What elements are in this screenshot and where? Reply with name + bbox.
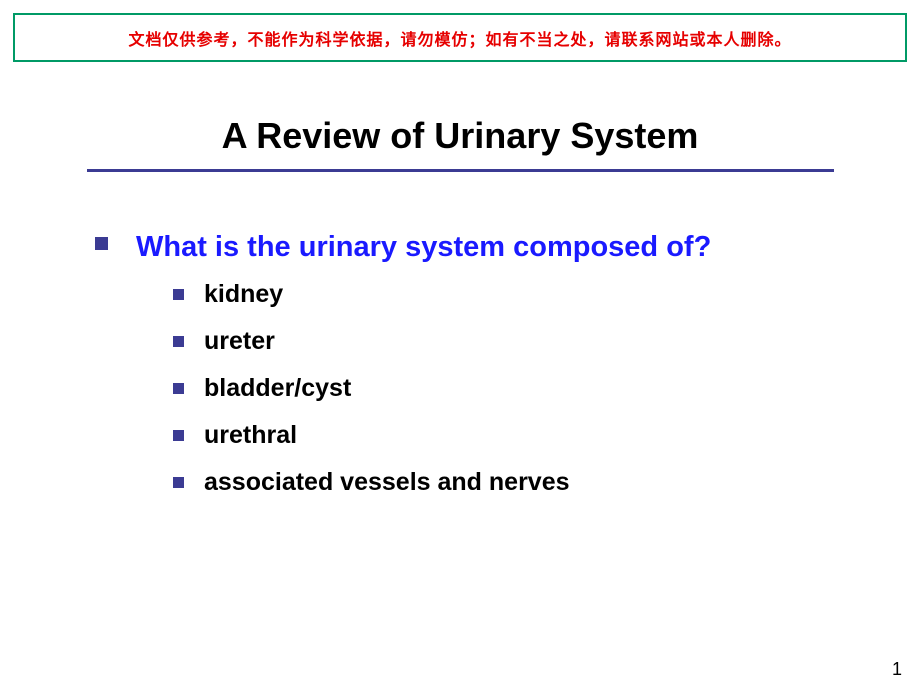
- disclaimer-text: 文档仅供参考，不能作为科学依据，请勿模仿；如有不当之处，请联系网站或本人删除。: [128, 26, 791, 50]
- content-area: What is the urinary system composed of? …: [95, 225, 875, 515]
- list-item: associated vessels and nerves: [173, 468, 875, 497]
- item-list: kidney ureter bladder/cyst urethral asso…: [173, 280, 875, 497]
- disclaimer-banner: 文档仅供参考，不能作为科学依据，请勿模仿；如有不当之处，请联系网站或本人删除。: [13, 13, 907, 62]
- square-bullet-icon: [173, 383, 184, 394]
- page-title: A Review of Urinary System: [222, 115, 699, 157]
- item-label: kidney: [204, 280, 283, 309]
- list-item: urethral: [173, 421, 875, 450]
- question-row: What is the urinary system composed of?: [95, 225, 875, 270]
- list-item: kidney: [173, 280, 875, 309]
- square-bullet-icon: [95, 237, 108, 250]
- item-label: associated vessels and nerves: [204, 468, 570, 497]
- square-bullet-icon: [173, 477, 184, 488]
- square-bullet-icon: [173, 336, 184, 347]
- square-bullet-icon: [173, 289, 184, 300]
- question-text: What is the urinary system composed of?: [136, 225, 711, 270]
- item-label: ureter: [204, 327, 275, 356]
- list-item: ureter: [173, 327, 875, 356]
- title-section: A Review of Urinary System: [0, 115, 920, 172]
- title-underline: [87, 169, 834, 172]
- list-item: bladder/cyst: [173, 374, 875, 403]
- item-label: bladder/cyst: [204, 374, 351, 403]
- square-bullet-icon: [173, 430, 184, 441]
- item-label: urethral: [204, 421, 297, 450]
- page-number: 1: [892, 659, 902, 680]
